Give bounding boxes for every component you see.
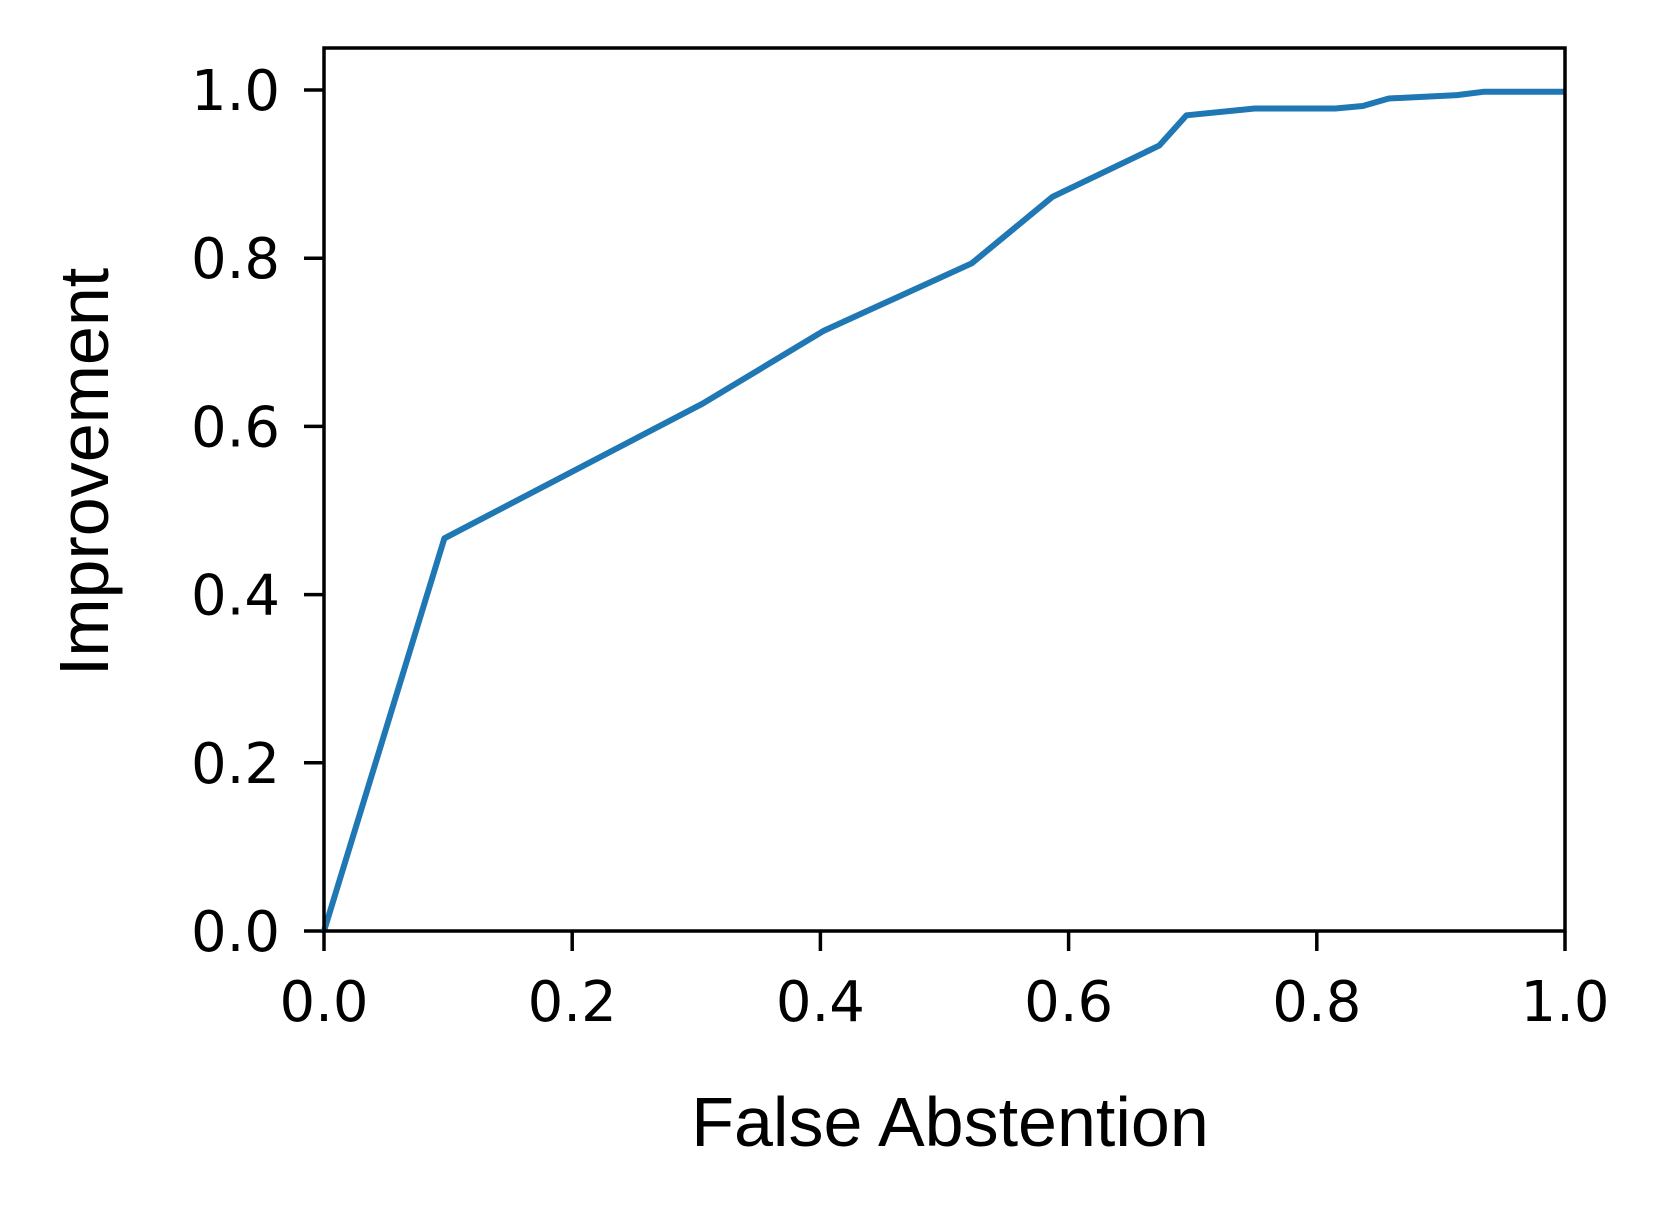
y-tick-label: 0.2 — [191, 732, 280, 797]
axis-tick-labels: 0.0 0.2 0.4 0.6 0.8 1.0 0.0 0.2 0.4 0.6 0.8 1.0 — [191, 59, 1610, 1035]
series-line — [321, 88, 1565, 932]
x-tick-label: 0.6 — [1024, 970, 1113, 1035]
x-axis-label: False Abstention — [691, 1083, 1209, 1161]
y-axis-label: Improvement — [45, 268, 123, 676]
y-tick-label: 0.6 — [191, 395, 280, 460]
series-layer — [321, 88, 1565, 932]
y-tick-label: 0.0 — [191, 900, 280, 965]
y-tick-label: 0.4 — [191, 564, 280, 629]
axis-ticks — [304, 88, 1567, 951]
plot-frame — [322, 46, 1567, 933]
x-tick-label: 0.2 — [528, 970, 617, 1035]
y-tick-label: 1.0 — [191, 59, 280, 124]
x-tick-label: 0.4 — [776, 970, 865, 1035]
x-tick-label: 0.0 — [279, 970, 368, 1035]
x-tick-label: 1.0 — [1520, 970, 1609, 1035]
x-tick-label: 0.8 — [1272, 970, 1361, 1035]
y-tick-label: 0.8 — [191, 227, 280, 292]
